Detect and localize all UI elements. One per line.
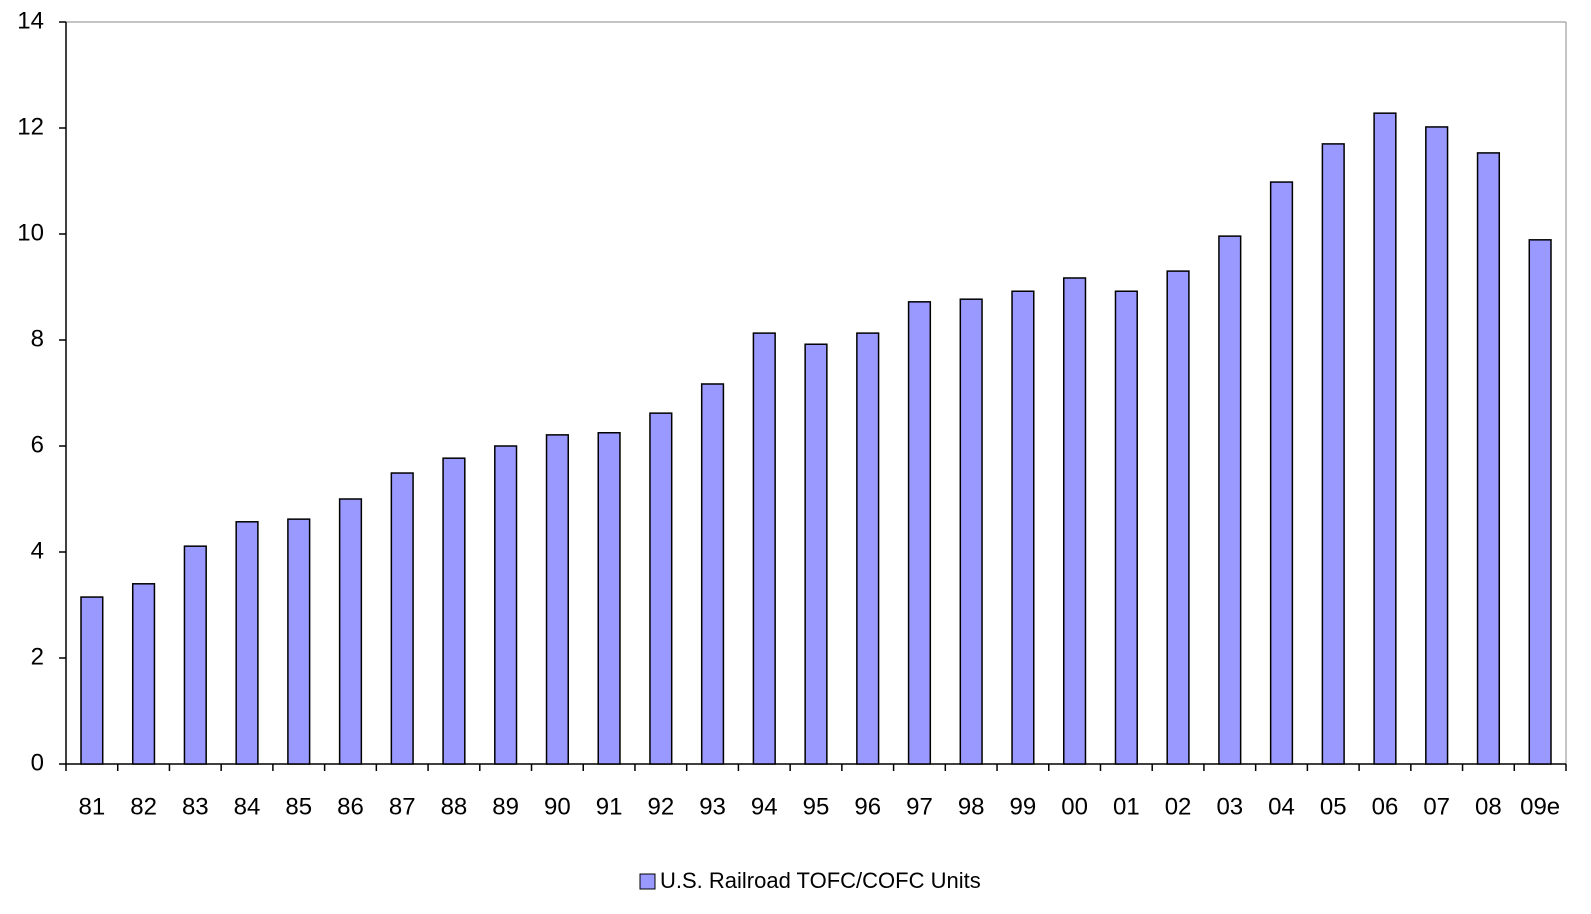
y-tick-label: 6 (31, 431, 44, 458)
x-tick-label: 94 (751, 793, 778, 820)
bar (131, 583, 156, 765)
bar (649, 412, 673, 765)
bar (1321, 143, 1345, 765)
bar (597, 432, 621, 765)
x-tick-label: 97 (906, 793, 933, 820)
legend-swatch (639, 873, 656, 890)
bar (1011, 290, 1035, 765)
bar (804, 343, 828, 765)
bar (80, 596, 104, 765)
x-tick-label: 08 (1475, 793, 1502, 820)
x-tick-label: 98 (958, 793, 985, 820)
bar (1425, 126, 1449, 765)
x-tick-label: 90 (544, 793, 571, 820)
x-tick-label: 83 (182, 793, 209, 820)
bar (1218, 235, 1242, 765)
x-tick-label: 02 (1165, 793, 1192, 820)
bar (1166, 270, 1190, 765)
x-tick-label: 07 (1423, 793, 1450, 820)
y-tick-label: 14 (17, 7, 44, 34)
bar (338, 498, 363, 765)
bar (1114, 290, 1138, 765)
x-tick-label: 06 (1372, 793, 1399, 820)
bar (183, 545, 207, 765)
x-tick-label: 84 (234, 793, 261, 820)
bar (752, 332, 776, 765)
y-tick-label: 12 (17, 113, 44, 140)
x-tick-label: 88 (441, 793, 468, 820)
y-tick-label: 8 (31, 325, 44, 352)
bar (907, 301, 932, 765)
y-tick-label: 4 (31, 537, 44, 564)
x-tick-label: 93 (699, 793, 726, 820)
bar (856, 332, 880, 765)
bar (700, 383, 725, 765)
x-tick-label: 92 (647, 793, 674, 820)
y-tick-label: 2 (31, 643, 44, 670)
bar (442, 457, 466, 765)
bar (1373, 112, 1397, 765)
legend-label: U.S. Railroad TOFC/COFC Units (660, 868, 981, 893)
x-tick-label: 81 (79, 793, 106, 820)
bar (1528, 239, 1552, 765)
bar (1476, 152, 1501, 765)
x-tick-label: 00 (1061, 793, 1088, 820)
y-tick-label: 0 (31, 749, 44, 776)
bar (390, 472, 414, 765)
y-tick-label: 10 (17, 219, 44, 246)
x-tick-label: 87 (389, 793, 416, 820)
bar (494, 445, 518, 765)
bar (1269, 181, 1294, 765)
bar (235, 521, 259, 765)
bar (545, 434, 569, 765)
x-tick-label: 86 (337, 793, 364, 820)
x-tick-label: 01 (1113, 793, 1140, 820)
x-tick-label: 82 (130, 793, 157, 820)
x-tick-label: 03 (1216, 793, 1243, 820)
x-tick-label: 04 (1268, 793, 1295, 820)
x-tick-label: 96 (854, 793, 881, 820)
x-tick-label: 05 (1320, 793, 1347, 820)
x-tick-label: 95 (803, 793, 830, 820)
x-tick-label: 09e (1520, 793, 1560, 820)
bar (1063, 277, 1087, 765)
bar (287, 518, 311, 765)
x-tick-label: 91 (596, 793, 623, 820)
bar (959, 298, 983, 765)
x-tick-label: 99 (1010, 793, 1037, 820)
x-tick-label: 89 (492, 793, 519, 820)
x-tick-label: 85 (285, 793, 312, 820)
